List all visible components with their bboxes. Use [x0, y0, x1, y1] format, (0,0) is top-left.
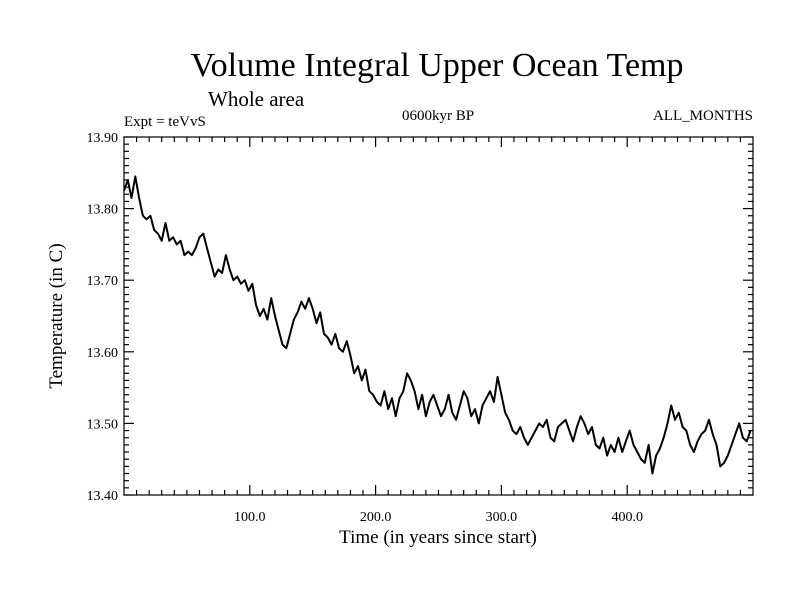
plot-frame [123, 136, 754, 496]
x-tick-label: 300.0 [486, 510, 518, 525]
x-tick-label: 200.0 [360, 510, 392, 525]
x-tick-label: 100.0 [234, 510, 266, 525]
chart-title: Volume Integral Upper Ocean Temp [191, 47, 684, 84]
y-tick-label: 13.90 [87, 131, 119, 146]
months-label: ALL_MONTHS [653, 108, 753, 124]
chart-subtitle: Whole area [208, 87, 305, 111]
series-line-teVvS [123, 175, 752, 475]
y-tick-label: 13.80 [87, 203, 119, 218]
x-tick-label: 400.0 [611, 510, 643, 525]
experiment-label: Expt = teVvS [124, 114, 206, 130]
x-axis-label: Time (in years since start) [339, 527, 537, 548]
period-label: 0600kyr BP [402, 108, 474, 124]
y-tick-label: 13.70 [87, 274, 119, 289]
axis-ticks: 100.0 200.0 300.0 400.0 13.40 13.50 13.60 13.70… [87, 131, 753, 525]
y-axis-label: Temperature (in C) [46, 243, 67, 388]
y-tick-label: 13.60 [87, 346, 119, 361]
y-tick-label: 13.50 [87, 417, 119, 432]
y-tick-label: 13.40 [87, 489, 119, 504]
